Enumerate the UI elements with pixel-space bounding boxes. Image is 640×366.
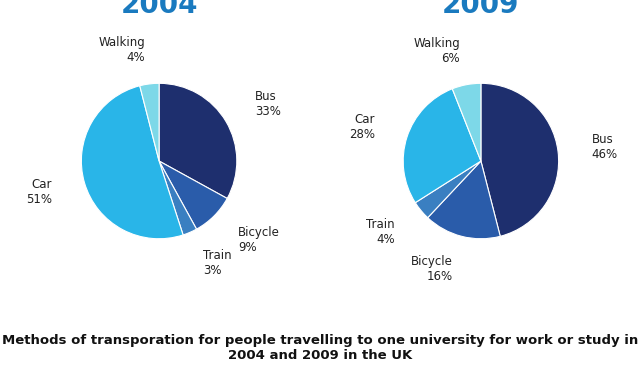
Wedge shape	[403, 89, 481, 203]
Wedge shape	[481, 83, 559, 236]
Text: Train
3%: Train 3%	[204, 249, 232, 277]
Text: Bicycle
16%: Bicycle 16%	[412, 255, 453, 283]
Wedge shape	[428, 161, 500, 239]
Wedge shape	[140, 83, 159, 161]
Wedge shape	[159, 161, 196, 235]
Wedge shape	[81, 86, 183, 239]
Wedge shape	[452, 83, 481, 161]
Title: 2009: 2009	[442, 0, 520, 19]
Text: Car
51%: Car 51%	[26, 178, 52, 206]
Text: Methods of transporation for people travelling to one university for work or stu: Methods of transporation for people trav…	[2, 334, 638, 362]
Text: Bus
33%: Bus 33%	[255, 90, 281, 118]
Text: Train
4%: Train 4%	[366, 218, 395, 246]
Wedge shape	[159, 161, 227, 229]
Text: Bus
46%: Bus 46%	[591, 133, 618, 161]
Text: Walking
4%: Walking 4%	[99, 36, 145, 64]
Title: 2004: 2004	[120, 0, 198, 19]
Wedge shape	[415, 161, 481, 218]
Text: Walking
6%: Walking 6%	[413, 37, 460, 66]
Wedge shape	[159, 83, 237, 198]
Text: Car
28%: Car 28%	[349, 113, 375, 141]
Text: Bicycle
9%: Bicycle 9%	[238, 226, 280, 254]
